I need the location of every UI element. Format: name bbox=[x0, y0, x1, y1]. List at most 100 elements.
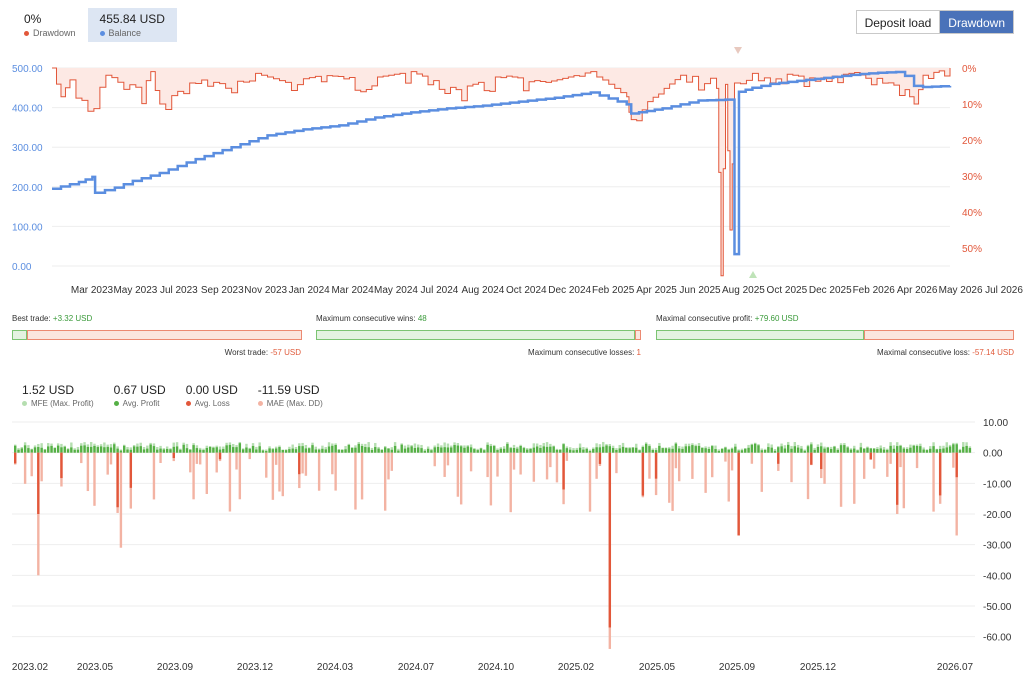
avg-profit-bar bbox=[139, 446, 142, 453]
avg-profit-bar bbox=[53, 448, 57, 453]
legend-balance: 455.84 USD Balance bbox=[87, 8, 177, 42]
avg-profit-bar bbox=[417, 447, 420, 453]
x-tick-label: 2023.09 bbox=[157, 662, 194, 673]
avg-profit-bar bbox=[304, 448, 308, 453]
avg-profit-bar bbox=[274, 448, 278, 453]
avg-profit-bar bbox=[383, 447, 387, 453]
avg-profit-bar bbox=[905, 449, 909, 453]
avg-profit-bar bbox=[212, 447, 215, 453]
avg-profit-bar bbox=[720, 448, 724, 453]
avg-profit-bar bbox=[592, 448, 595, 453]
x-tick-label: 2025.02 bbox=[558, 662, 595, 673]
avg-profit-bar bbox=[644, 443, 648, 453]
avg-profit-bar bbox=[859, 447, 863, 453]
mae-bar bbox=[486, 452, 489, 478]
x-tick-label: Jul 2026 bbox=[985, 285, 1023, 296]
x-tick-label: May 2023 bbox=[113, 285, 157, 296]
mae-value: -11.59 USD bbox=[257, 383, 320, 397]
avg-profit-bar bbox=[179, 449, 182, 453]
avg-profit-bar bbox=[618, 448, 621, 453]
x-tick-label: 2023.02 bbox=[12, 662, 49, 673]
x-tick-label: Oct 2025 bbox=[767, 285, 808, 296]
mae-bar bbox=[862, 452, 866, 479]
avg-profit-bar bbox=[760, 450, 763, 453]
x-tick-label: Nov 2023 bbox=[244, 285, 287, 296]
mae-bar bbox=[456, 452, 460, 497]
avg-profit-label: Avg. Profit bbox=[122, 399, 160, 408]
avg-profit-bar bbox=[321, 448, 324, 453]
drawdown-button[interactable]: Drawdown bbox=[940, 11, 1013, 33]
max-consec-profit-value: +79.60 USD bbox=[754, 314, 799, 323]
avg-profit-bar bbox=[922, 449, 925, 453]
avg-profit-bar bbox=[582, 449, 585, 453]
avg-profit-bar bbox=[611, 448, 615, 453]
mae-bar bbox=[215, 452, 218, 473]
avg-profit-bar bbox=[674, 443, 678, 453]
avg-profit-bar bbox=[89, 446, 93, 453]
avg-loss-bar bbox=[641, 452, 645, 496]
avg-profit-bar bbox=[198, 449, 202, 453]
avg-profit-bar bbox=[331, 445, 334, 453]
avg-profit-bar bbox=[308, 448, 311, 453]
y-right-tick-label: 20% bbox=[962, 136, 982, 147]
mae-bar bbox=[886, 452, 889, 477]
trade-excursion-chart: 10.00 0.00 -10.00 -20.00 -30.00 -40.00 -50.00 -… bbox=[12, 418, 1012, 673]
avg-profit-bar bbox=[565, 448, 569, 453]
avg-profit-bar bbox=[47, 446, 50, 453]
mae-bar bbox=[955, 452, 958, 536]
avg-profit-bar bbox=[278, 447, 281, 453]
stat-bar-good bbox=[656, 330, 864, 340]
avg-profit-bar bbox=[126, 449, 129, 453]
mae-dot-icon bbox=[257, 401, 263, 407]
best-trade-stat: Best trade: +3.32 USD bbox=[12, 314, 92, 323]
mae-bar bbox=[198, 452, 202, 465]
max-consec-profit-label: Maximal consecutive profit: bbox=[656, 314, 753, 323]
avg-profit-bar bbox=[182, 444, 185, 453]
avg-profit-bar bbox=[770, 447, 773, 453]
mae-bar bbox=[760, 452, 763, 492]
avg-profit-bar bbox=[86, 446, 90, 453]
mae-bar bbox=[674, 452, 678, 469]
mae-bar bbox=[235, 452, 238, 470]
avg-profit-bar bbox=[433, 447, 436, 453]
avg-loss-bar bbox=[737, 452, 740, 536]
avg-loss-bar bbox=[598, 452, 602, 464]
avg-profit-bar bbox=[380, 450, 384, 453]
x-tick-label: Feb 2025 bbox=[592, 285, 635, 296]
avg-profit-bar bbox=[945, 447, 948, 453]
avg-profit-bar bbox=[545, 446, 549, 453]
worst-trade-value: -57 USD bbox=[270, 348, 301, 357]
avg-profit-bar bbox=[109, 447, 113, 453]
y-left-tick-label: 500.00 bbox=[12, 64, 43, 75]
avg-profit-bar bbox=[727, 449, 730, 453]
avg-profit-bar bbox=[935, 449, 939, 453]
avg-profit-bar bbox=[116, 448, 119, 453]
avg-profit-bar bbox=[694, 446, 697, 453]
y-tick-label: -40.00 bbox=[983, 571, 1012, 582]
y-left-tick-label: 400.00 bbox=[12, 104, 43, 115]
mae-bar bbox=[711, 452, 714, 478]
mae-bar bbox=[274, 452, 278, 465]
avg-profit-bar bbox=[773, 450, 777, 453]
mae-bar bbox=[724, 452, 727, 462]
balance-line bbox=[52, 70, 952, 256]
x-tick-label: 2023.12 bbox=[237, 662, 274, 673]
avg-profit-bar bbox=[919, 446, 922, 453]
avg-profit-bar bbox=[516, 448, 519, 453]
avg-profit-bar bbox=[357, 443, 360, 453]
avg-profit-bar bbox=[222, 448, 225, 453]
deposit-load-button[interactable]: Deposit load bbox=[856, 11, 941, 33]
avg-profit-bar bbox=[820, 446, 823, 453]
avg-profit-bar bbox=[241, 449, 245, 453]
avg-profit-bar bbox=[218, 449, 222, 453]
avg-profit-bar bbox=[532, 447, 536, 453]
avg-profit-bar bbox=[737, 450, 740, 453]
avg-profit-bar bbox=[265, 451, 268, 453]
avg-profit-bar bbox=[149, 444, 152, 453]
avg-profit-bar bbox=[103, 447, 106, 453]
avg-profit-bar bbox=[208, 446, 212, 453]
avg-profit-bar bbox=[393, 445, 397, 453]
mae-bar bbox=[704, 452, 707, 493]
avg-profit-bar bbox=[456, 445, 460, 453]
avg-loss-bar bbox=[777, 452, 780, 464]
